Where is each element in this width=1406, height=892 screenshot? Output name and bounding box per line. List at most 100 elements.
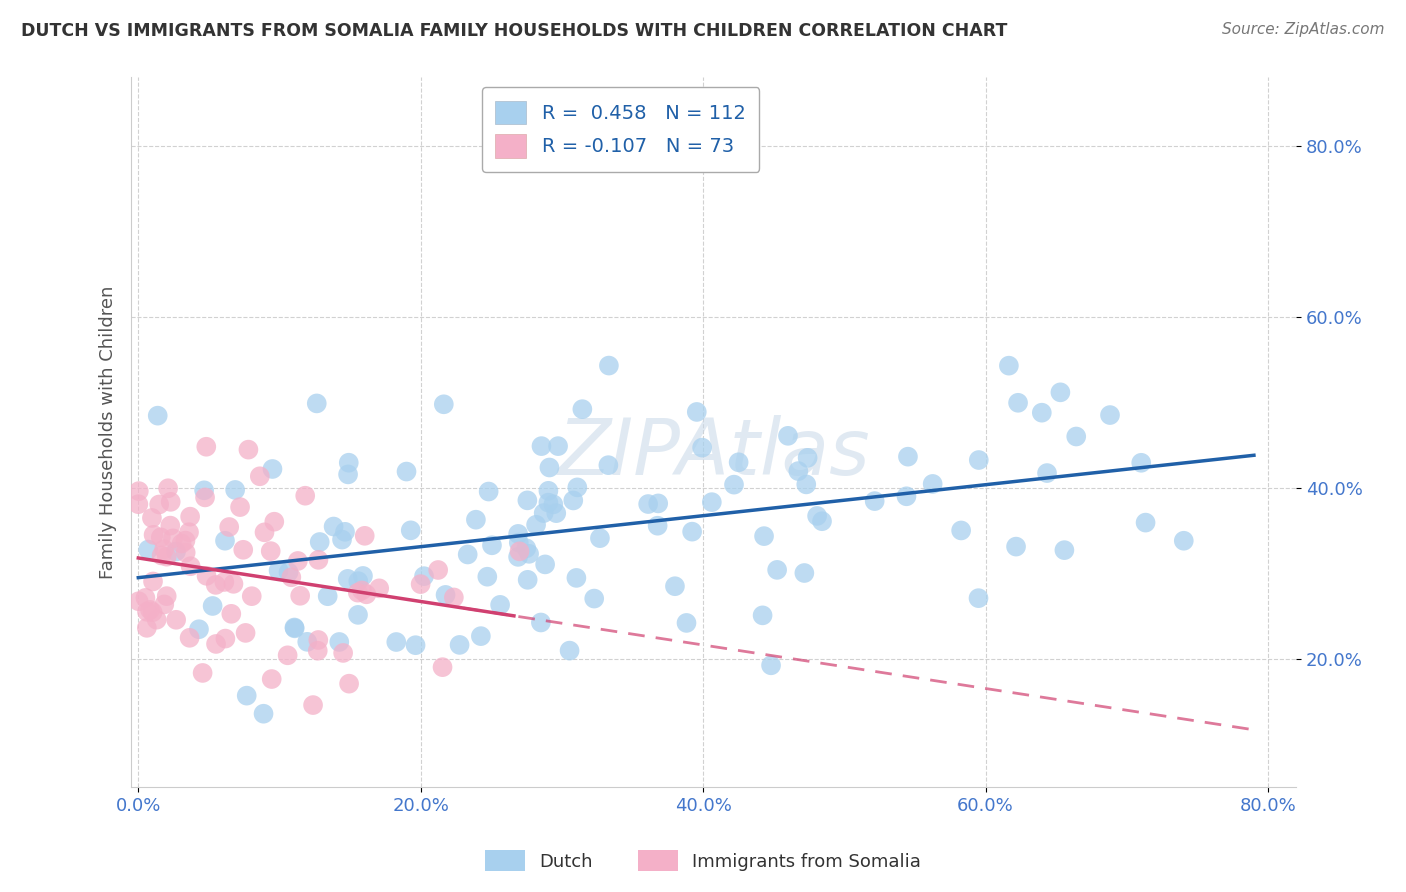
Point xyxy=(489,598,512,612)
Point xyxy=(170,536,193,550)
Point xyxy=(214,574,236,589)
Point xyxy=(156,549,179,564)
Point xyxy=(337,456,360,470)
Point xyxy=(481,538,503,552)
Point xyxy=(165,544,187,558)
Point xyxy=(896,489,918,503)
Point xyxy=(546,506,568,520)
Point xyxy=(201,599,224,613)
Point xyxy=(337,467,360,482)
Point xyxy=(179,509,201,524)
Point xyxy=(517,547,540,561)
Point xyxy=(157,481,180,495)
Point xyxy=(399,524,422,538)
Point xyxy=(218,520,240,534)
Point xyxy=(149,530,172,544)
Point xyxy=(316,589,339,603)
Legend: Dutch, Immigrants from Somalia: Dutch, Immigrants from Somalia xyxy=(478,843,928,879)
Point xyxy=(139,603,162,617)
Point xyxy=(159,518,181,533)
Point xyxy=(1031,406,1053,420)
Point xyxy=(477,570,499,584)
Point xyxy=(156,589,179,603)
Point xyxy=(128,484,150,499)
Point xyxy=(470,629,492,643)
Point xyxy=(443,591,465,605)
Point xyxy=(558,643,581,657)
Point xyxy=(723,477,745,491)
Point xyxy=(136,605,159,619)
Point xyxy=(153,598,176,612)
Point xyxy=(583,591,606,606)
Point xyxy=(1007,396,1029,410)
Point xyxy=(508,544,530,558)
Point xyxy=(686,405,709,419)
Point xyxy=(690,441,713,455)
Point xyxy=(727,455,749,469)
Point xyxy=(1130,456,1153,470)
Point xyxy=(350,583,373,598)
Point xyxy=(524,517,547,532)
Point xyxy=(127,497,149,511)
Point xyxy=(288,589,311,603)
Point xyxy=(165,613,187,627)
Point xyxy=(427,563,450,577)
Point xyxy=(547,439,569,453)
Point xyxy=(146,409,169,423)
Point xyxy=(214,533,236,548)
Point xyxy=(283,620,305,634)
Point xyxy=(776,429,799,443)
Point xyxy=(508,535,530,549)
Point xyxy=(260,544,283,558)
Point xyxy=(307,632,329,647)
Point xyxy=(346,585,368,599)
Point xyxy=(567,480,589,494)
Legend: R =  0.458   N = 112, R = -0.107   N = 73: R = 0.458 N = 112, R = -0.107 N = 73 xyxy=(482,87,759,171)
Point xyxy=(193,483,215,498)
Point xyxy=(537,483,560,498)
Point xyxy=(179,631,201,645)
Point xyxy=(177,525,200,540)
Point xyxy=(534,558,557,572)
Point xyxy=(811,514,834,528)
Point xyxy=(194,491,217,505)
Point xyxy=(262,462,284,476)
Point xyxy=(128,594,150,608)
Point xyxy=(413,569,436,583)
Point xyxy=(252,706,274,721)
Point xyxy=(543,497,565,511)
Point xyxy=(305,396,328,410)
Point xyxy=(191,665,214,680)
Point xyxy=(796,450,818,465)
Point xyxy=(516,493,538,508)
Point xyxy=(353,529,375,543)
Point xyxy=(530,439,553,453)
Point xyxy=(356,587,378,601)
Point xyxy=(1064,429,1087,443)
Point xyxy=(751,608,773,623)
Point xyxy=(368,582,391,596)
Point xyxy=(794,477,817,491)
Point xyxy=(806,508,828,523)
Point xyxy=(297,635,319,649)
Point xyxy=(159,495,181,509)
Text: Source: ZipAtlas.com: Source: ZipAtlas.com xyxy=(1222,22,1385,37)
Point xyxy=(145,613,167,627)
Point xyxy=(533,506,555,520)
Point xyxy=(330,533,353,547)
Point xyxy=(222,577,245,591)
Point xyxy=(195,569,218,583)
Point xyxy=(1098,408,1121,422)
Point xyxy=(307,644,329,658)
Point xyxy=(308,535,330,549)
Point xyxy=(142,528,165,542)
Point xyxy=(240,589,263,603)
Point xyxy=(294,489,316,503)
Point xyxy=(571,402,593,417)
Point xyxy=(263,515,285,529)
Point xyxy=(478,484,501,499)
Point xyxy=(538,460,561,475)
Point xyxy=(863,494,886,508)
Point xyxy=(675,615,697,630)
Point xyxy=(449,638,471,652)
